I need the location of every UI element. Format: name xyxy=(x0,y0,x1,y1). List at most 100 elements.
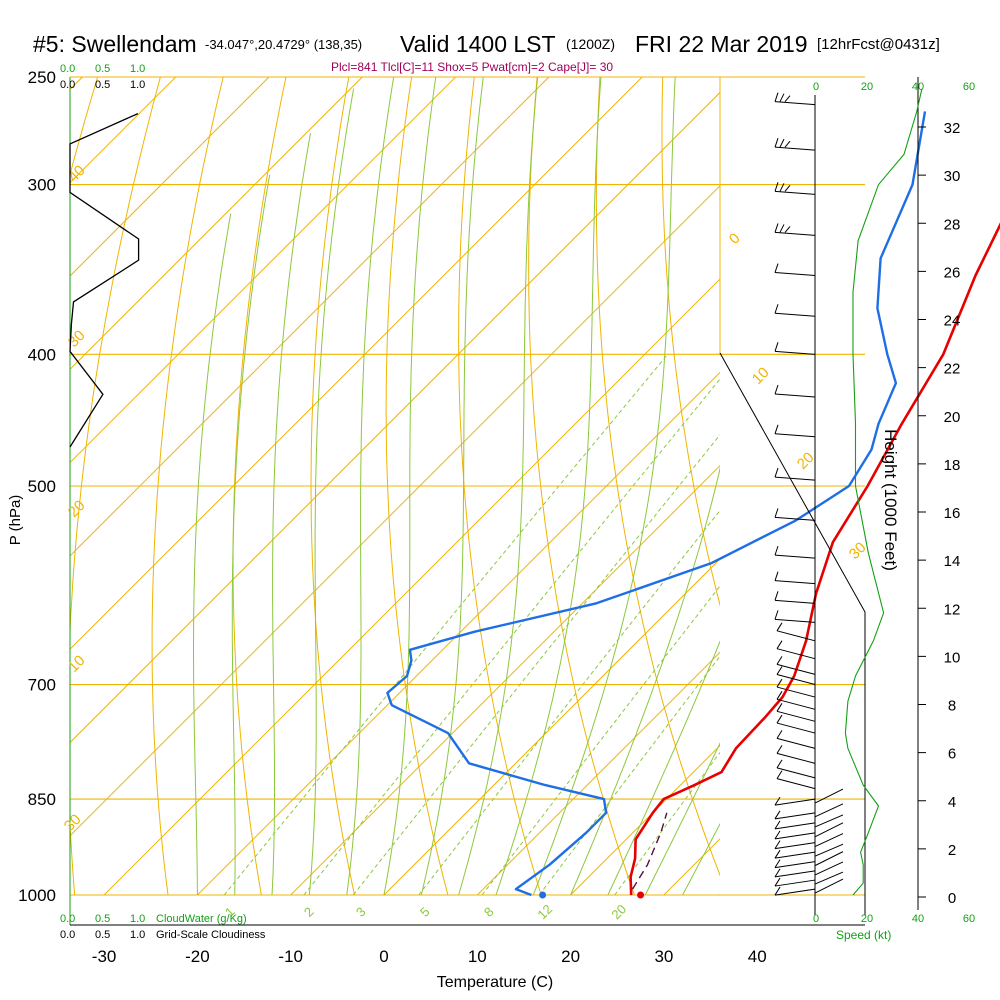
dry-adiabat-line xyxy=(385,77,449,895)
cloudwater-tick-bottom-1: 0.5 xyxy=(95,913,110,925)
wind-barb-flag xyxy=(774,591,779,601)
height-tick-label: 16 xyxy=(944,505,961,522)
wind-barb-flag xyxy=(776,703,783,712)
moist-adiabat-line xyxy=(231,174,271,895)
wind-barb-flag xyxy=(784,185,791,192)
wind-barb-flag xyxy=(774,304,779,314)
temperature-line xyxy=(629,222,1000,896)
cloudiness-label: Grid-Scale Cloudiness xyxy=(156,929,266,941)
wind-barb-shaft xyxy=(774,832,816,840)
height-tick-label: 18 xyxy=(944,457,961,474)
wind-barb-shaft xyxy=(814,803,844,818)
wind-barb xyxy=(774,342,816,355)
wind-barb xyxy=(774,545,816,559)
wind-barb-flag xyxy=(774,886,781,896)
wind-tick-top-2: 40 xyxy=(912,81,924,93)
wind-barb-flag xyxy=(774,384,779,395)
pressure-tick-label: 850 xyxy=(28,790,56,809)
wind-barb-flag xyxy=(774,467,779,478)
cloudwater-tick-2: 1.0 xyxy=(130,63,145,75)
wind-tick-bottom-2: 40 xyxy=(912,913,924,925)
cloudiness-profile xyxy=(69,113,140,448)
wind-barb-shaft xyxy=(774,146,816,151)
height-tick-label: 4 xyxy=(948,794,956,811)
mixing-ratio-line xyxy=(223,353,669,895)
temperature-tick-label: 30 xyxy=(654,947,673,966)
mixing-ratio-label: 5 xyxy=(417,904,433,920)
wind-tick-bottom-1: 20 xyxy=(861,913,873,925)
forecast-info: [12hrFcst@0431z] xyxy=(817,36,940,53)
wind-barb-flag xyxy=(776,666,783,675)
mixing-ratio-label: 2 xyxy=(301,904,317,920)
height-tick-label: 8 xyxy=(948,698,956,715)
wind-barb xyxy=(776,691,816,710)
moist-adiabat-line xyxy=(532,77,676,895)
isotherm-line xyxy=(70,77,363,371)
isotherm-value-label: 10 xyxy=(65,652,89,676)
height-tick-label: 2 xyxy=(948,842,956,859)
wind-barb-flag xyxy=(774,182,779,192)
isotherm-value-label: 30 xyxy=(65,327,89,351)
wind-barb-flag xyxy=(774,810,781,820)
wind-barb xyxy=(774,833,844,850)
wind-barb-flag xyxy=(774,610,779,620)
isotherm-line xyxy=(570,744,720,895)
isotherm-line xyxy=(70,77,270,277)
station-coords: -34.047°,20.4729° (138,35) xyxy=(205,37,362,52)
wind-barb-flag xyxy=(776,745,783,754)
wind-barb xyxy=(776,622,816,642)
mixing-ratio-line xyxy=(418,509,720,895)
wind-barb-flag xyxy=(779,93,785,102)
wind-barb-shaft xyxy=(774,190,816,195)
wind-barb xyxy=(774,610,816,623)
wind-barb xyxy=(776,759,816,779)
temperature-tick-label: 20 xyxy=(561,947,580,966)
wind-tick-top-1: 20 xyxy=(861,81,873,93)
wind-barb xyxy=(774,223,816,236)
temperature-tick-label: 0 xyxy=(379,947,388,966)
wind-barb xyxy=(776,656,816,675)
wind-barb-shaft xyxy=(774,851,816,859)
height-tick-label: 10 xyxy=(944,649,961,666)
wind-speed-profile xyxy=(844,88,923,896)
cloudiness-tick-0: 0.0 xyxy=(60,79,75,91)
wind-barb-shaft xyxy=(774,350,816,355)
cloudiness-tick-1: 0.5 xyxy=(95,79,110,91)
moist-adiabat-line xyxy=(193,213,232,895)
wind-barb-shaft xyxy=(814,833,844,848)
wind-barb xyxy=(774,803,844,820)
wind-barb-flag xyxy=(776,622,783,632)
wind-barb xyxy=(774,591,816,604)
wind-barb-flag xyxy=(776,714,783,724)
height-tick-label: 6 xyxy=(948,746,956,763)
wind-tick-bottom-0: 0 xyxy=(813,913,819,925)
valid-date: FRI 22 Mar 2019 xyxy=(635,31,808,57)
wind-barb xyxy=(776,770,816,790)
wind-barb xyxy=(774,92,816,106)
mixing-ratio-label: 3 xyxy=(353,904,369,920)
height-tick-label: 14 xyxy=(944,553,961,570)
wind-panel-border xyxy=(719,352,866,915)
wind-barb-shaft xyxy=(814,788,844,804)
text-layer: #5: Swellendam -34.047°,20.4729° (138,35… xyxy=(7,31,975,991)
valid-zulu: (1200Z) xyxy=(566,36,615,52)
wind-barb-shaft xyxy=(814,843,844,857)
moist-adiabat-line xyxy=(607,640,720,895)
pressure-tick-label: 700 xyxy=(28,676,56,695)
wind-barb-shaft xyxy=(774,433,816,438)
station-title: #5: Swellendam xyxy=(33,31,197,57)
surface-temperature-dot xyxy=(637,891,645,899)
wind-barb-flag xyxy=(776,691,783,700)
wind-barb-shaft xyxy=(774,231,816,236)
wind-barb xyxy=(774,878,844,896)
wind-barb-flag xyxy=(774,92,779,102)
wind-barb-flag xyxy=(774,859,781,868)
wind-barb-flag xyxy=(774,868,781,878)
wind-barb xyxy=(776,745,816,764)
dry-adiabat-line xyxy=(232,77,287,895)
valid-time: Valid 1400 LST xyxy=(400,31,556,57)
dry-adiabat-line xyxy=(528,77,635,895)
y-axis-label: P (hPa) xyxy=(7,495,24,546)
height-tick-label: 22 xyxy=(944,361,961,378)
wind-barb-flag xyxy=(776,678,783,688)
